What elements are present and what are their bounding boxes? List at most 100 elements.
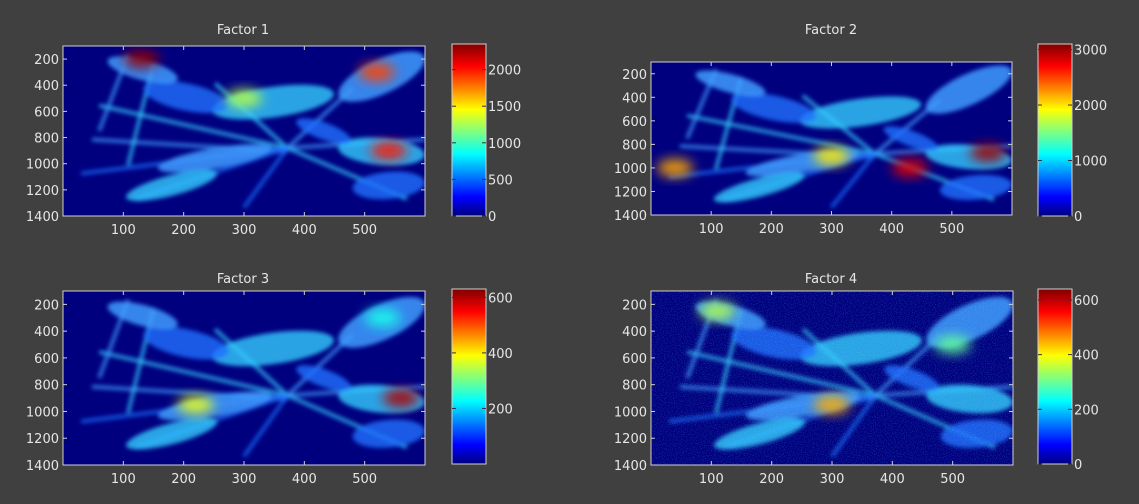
hotspot-mark	[370, 141, 407, 160]
colorbar-tick-label: 200	[488, 402, 513, 417]
y-tick-label: 1400	[614, 209, 647, 224]
y-tick-label: 600	[622, 115, 647, 130]
y-axis: 200 400 600 800 1000 1200 1400	[26, 298, 425, 474]
y-tick-label: 1000	[614, 405, 647, 420]
x-tick-label: 500	[940, 472, 965, 487]
y-tick-label: 400	[622, 91, 647, 106]
y-tick-label: 200	[622, 298, 647, 313]
y-tick-label: 1400	[614, 459, 647, 474]
colorbar: 0 1000 2000 3000	[1037, 43, 1107, 225]
leaf-shape	[211, 330, 334, 367]
stem-shape	[98, 103, 288, 150]
heatmap-image	[650, 61, 1013, 216]
leaf-shape	[925, 65, 1012, 114]
hotspot-mark	[891, 158, 928, 177]
x-tick-label: 500	[939, 222, 964, 237]
hotspot-mark	[699, 302, 736, 321]
colorbar-gradient	[1037, 43, 1073, 217]
x-tick-label: 400	[880, 472, 905, 487]
x-axis: 100 200 300 400 500	[699, 62, 964, 237]
colorbar-tick-label: 2000	[488, 64, 521, 79]
x-axis: 100 200 300 400 500	[699, 291, 965, 487]
x-tick-label: 300	[820, 472, 845, 487]
y-tick-label: 800	[34, 379, 59, 394]
colorbar-tick-label: 3000	[1074, 44, 1107, 59]
y-tick-label: 400	[622, 325, 647, 340]
hotspot-mark	[364, 308, 401, 327]
colorbar-gradient	[1037, 288, 1073, 465]
colorbar-tick-label: 1000	[1074, 155, 1107, 170]
leaf-shape	[157, 391, 273, 421]
hotspot-mark	[358, 63, 395, 82]
hotspot-mark	[813, 147, 850, 166]
y-tick-label: 1200	[26, 432, 59, 447]
colorbar-tick-label: 600	[1074, 294, 1099, 309]
y-tick-label: 200	[34, 298, 59, 313]
leaf-shape	[296, 118, 352, 144]
panel-factor-4: Factor 4 100 200 300 400 500 200 400 600 800 100…	[614, 272, 1099, 487]
y-tick-label: 1000	[614, 162, 647, 177]
x-tick-label: 100	[111, 223, 136, 238]
y-tick-label: 1200	[26, 184, 59, 199]
colorbar-tick-label: 2000	[1074, 99, 1107, 114]
hotspot-mark	[814, 395, 850, 414]
chart-title: Factor 1	[217, 23, 269, 38]
y-tick-label: 200	[622, 68, 647, 83]
stem-shape	[686, 113, 876, 156]
x-tick-label: 100	[699, 472, 724, 487]
leaf-shape	[157, 143, 273, 173]
leaf-shape	[352, 171, 425, 200]
leaf-shape	[143, 80, 229, 114]
hotspot-mark	[934, 335, 971, 354]
y-tick-label: 1400	[26, 210, 59, 225]
y-tick-label: 800	[622, 379, 647, 394]
y-tick-label: 400	[34, 325, 59, 340]
x-tick-label: 100	[699, 222, 724, 237]
stem-shape	[242, 394, 290, 458]
hotspot-mark	[123, 50, 160, 69]
leaf-shape	[695, 70, 766, 97]
leaf-shape	[883, 126, 939, 151]
colorbar-tick-label: 400	[1074, 349, 1099, 364]
colorbar: 0 200 400 600	[1037, 288, 1099, 473]
x-tick-label: 200	[759, 222, 784, 237]
colorbar-tick-label: 0	[1074, 458, 1082, 473]
x-tick-label: 200	[759, 472, 784, 487]
chart-title: Factor 4	[805, 272, 857, 287]
y-tick-label: 1400	[26, 459, 59, 474]
hotspot-mark	[382, 389, 419, 408]
hotspot-mark	[177, 395, 214, 414]
x-tick-label: 200	[171, 472, 196, 487]
hotspot-mark	[657, 158, 694, 177]
colorbar: 0 500 1000 1500 2000	[451, 43, 521, 225]
leaf-shape	[143, 326, 229, 360]
y-tick-label: 800	[34, 132, 59, 147]
leaf-shape	[713, 172, 805, 203]
colorbar-gradient	[451, 288, 487, 465]
y-tick-label: 600	[34, 352, 59, 367]
y-tick-label: 600	[622, 352, 647, 367]
x-tick-label: 300	[819, 222, 844, 237]
colorbar-tick-label: 0	[488, 210, 496, 225]
panel-factor-3: Factor 3 100 200 300 400 500 200 400 600 800 100…	[26, 272, 513, 487]
noise-overlay	[651, 291, 1013, 465]
x-axis: 100 200 300 400 500	[111, 291, 377, 487]
leaf-shape	[296, 365, 352, 391]
y-tick-label: 1200	[614, 432, 647, 447]
chart-title: Factor 3	[217, 272, 269, 287]
hotspot-mark	[969, 143, 1006, 162]
x-tick-label: 200	[171, 223, 196, 238]
leaf-shape	[939, 174, 1012, 201]
leaf-shape	[126, 417, 218, 450]
x-tick-label: 400	[879, 222, 904, 237]
colorbar-gradient	[451, 43, 487, 217]
y-axis: 200 400 600 800 1000 1200 1400	[26, 53, 425, 225]
x-tick-label: 300	[232, 472, 257, 487]
x-tick-label: 400	[292, 472, 317, 487]
colorbar-tick-label: 600	[488, 291, 513, 306]
colorbar-tick-label: 1000	[488, 137, 521, 152]
x-axis: 100 200 300 400 500	[111, 46, 377, 238]
stem-shape	[242, 146, 290, 209]
colorbar: 200 400 600	[451, 288, 513, 465]
